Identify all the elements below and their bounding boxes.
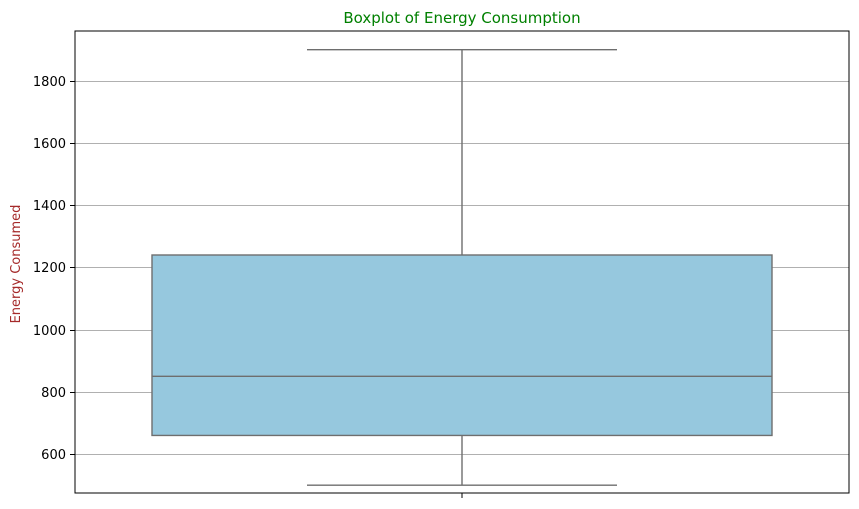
box-element [151,48,773,486]
interquartile-box [151,254,773,437]
y-tick-label-800: 800 [41,386,66,401]
y-tick-label-1200: 1200 [33,261,66,276]
y-axis-label: Energy Consumed [9,205,24,324]
y-tick-label-1600: 1600 [33,137,66,152]
y-tick-label-1400: 1400 [33,199,66,214]
y-tick-label-600: 600 [41,448,66,463]
y-axis: 600 800 1000 1200 1400 1600 1800 [33,75,75,463]
chart-title: Boxplot of Energy Consumption [343,9,580,27]
y-tick-label-1000: 1000 [33,324,66,339]
y-tick-label-1800: 1800 [33,75,66,90]
